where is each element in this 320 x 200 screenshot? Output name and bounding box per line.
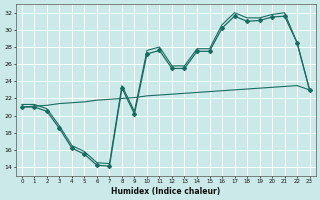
X-axis label: Humidex (Indice chaleur): Humidex (Indice chaleur) bbox=[111, 187, 220, 196]
